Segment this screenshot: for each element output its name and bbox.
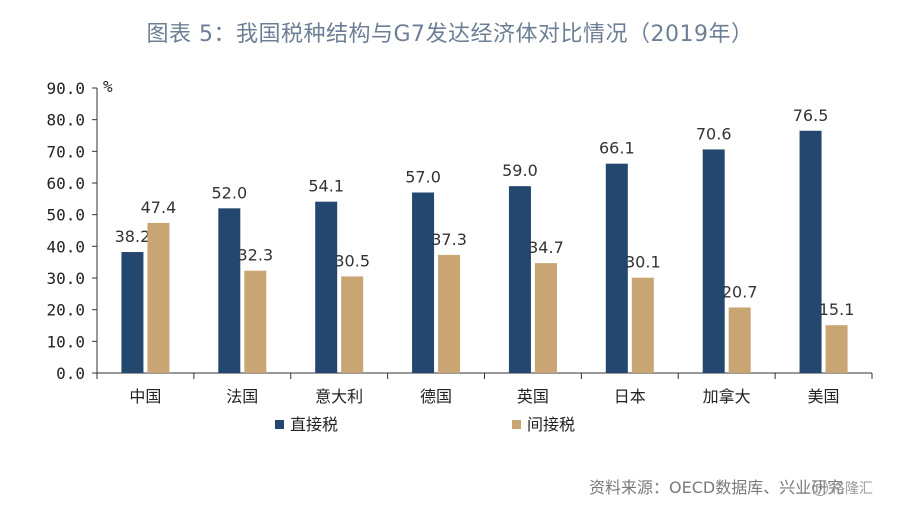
legend-direct-label: 直接税 [290, 415, 338, 434]
x-category-label: 意大利 [315, 387, 363, 406]
y-tick-label: 0.0 [56, 364, 85, 383]
x-category-label: 美国 [808, 387, 840, 406]
direct-tax-bar [412, 192, 435, 373]
y-tick-label: 70.0 [46, 142, 85, 161]
indirect-tax-bar [147, 222, 170, 373]
indirect-tax-bar [244, 270, 267, 373]
y-tick-label: 80.0 [46, 111, 85, 130]
y-tick-label: 50.0 [46, 206, 85, 225]
legend-indirect-swatch [512, 420, 521, 429]
direct-tax-bar [218, 208, 241, 373]
direct-tax-value-label: 59.0 [502, 161, 538, 180]
watermark-text: 格隆汇 [831, 481, 873, 497]
direct-tax-bar [315, 201, 338, 373]
y-tick-label: 90.0 [46, 79, 85, 98]
x-category-label: 加拿大 [703, 387, 751, 406]
indirect-tax-bar [631, 277, 654, 373]
direct-tax-value-label: 52.0 [212, 183, 248, 202]
indirect-tax-bar [534, 263, 557, 373]
x-category-label: 英国 [517, 387, 549, 406]
y-axis: 90.0 80.0 70.0 60.0 50.0 40.0 30.0 20.0 10.0 0.0% [46, 77, 113, 383]
x-axis: 中国 法国 意大利 德国 英国 日本 加拿大 美国 [96, 372, 873, 406]
indirect-tax-bar [341, 276, 364, 373]
x-category-label: 法国 [226, 387, 258, 406]
source-note: 资料来源：OECD数据库、兴业研究 [589, 478, 844, 497]
direct-tax-value-label: 54.1 [308, 177, 344, 196]
legend-indirect-label: 间接税 [527, 415, 575, 434]
indirect-tax-value-label: 34.7 [528, 238, 564, 257]
indirect-tax-value-label: 37.3 [431, 230, 467, 249]
indirect-tax-value-label: 15.1 [819, 300, 855, 319]
indirect-tax-value-label: 30.1 [625, 253, 661, 272]
direct-tax-bar [508, 186, 531, 373]
direct-tax-bar [605, 163, 628, 373]
y-tick-label: 30.0 [46, 269, 85, 288]
y-unit-label: % [103, 77, 113, 96]
y-tick-label: 40.0 [46, 237, 85, 256]
direct-tax-bar [799, 130, 822, 373]
watermark-logo-icon [812, 480, 828, 496]
direct-tax-value-label: 38.2 [115, 227, 151, 246]
indirect-tax-value-label: 30.5 [334, 251, 370, 270]
x-category-label: 德国 [420, 387, 452, 406]
direct-tax-bar [121, 252, 144, 373]
direct-tax-value-label: 70.6 [696, 124, 732, 143]
indirect-tax-value-label: 47.4 [141, 198, 177, 217]
y-tick-label: 10.0 [46, 332, 85, 351]
direct-tax-value-label: 76.5 [793, 106, 829, 125]
direct-tax-value-label: 66.1 [599, 139, 635, 158]
x-category-label: 日本 [614, 387, 646, 406]
x-category-label: 中国 [129, 387, 161, 406]
indirect-tax-bar [438, 254, 461, 373]
indirect-tax-bar [728, 307, 751, 373]
bars: 38.2 47.4 52.0 32.3 54.1 30.5 57.0 37.3 59.0 34.7… [115, 106, 855, 373]
y-tick-label: 60.0 [46, 174, 85, 193]
indirect-tax-bar [825, 325, 848, 373]
legend: 直接税 间接税 [275, 415, 575, 434]
direct-tax-bar [702, 149, 725, 373]
direct-tax-value-label: 57.0 [405, 168, 441, 187]
chart-title: 图表 5：我国税种结构与G7发达经济体对比情况（2019年） [146, 22, 754, 47]
indirect-tax-value-label: 32.3 [238, 246, 274, 265]
indirect-tax-value-label: 20.7 [722, 282, 758, 301]
watermark: 格隆汇 [812, 478, 873, 498]
y-tick-label: 20.0 [46, 301, 85, 320]
legend-direct-swatch [275, 420, 284, 429]
